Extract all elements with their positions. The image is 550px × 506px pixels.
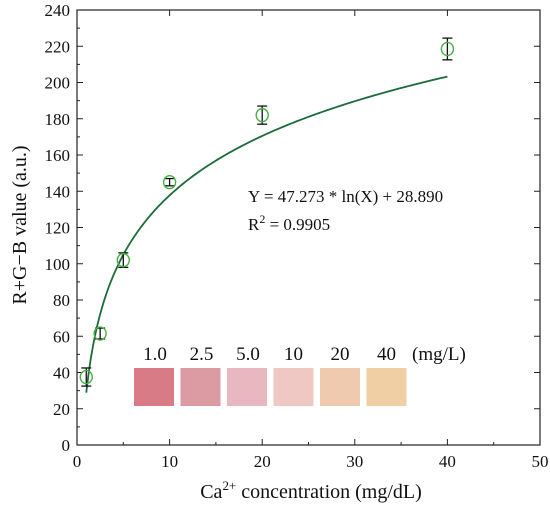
y-tick-label: 120 <box>45 219 71 238</box>
x-tick-label: 20 <box>254 452 271 471</box>
x-axis-label: Ca2+ concentration (mg/dL) <box>200 478 422 503</box>
color-swatch <box>366 368 407 406</box>
swatch-label: 2.5 <box>190 344 214 365</box>
swatch-label: 1.0 <box>143 344 167 365</box>
color-swatches: 1.0 2.5 5.0 10 20 40 (mg/L) <box>134 344 466 406</box>
x-tick-label: 40 <box>439 452 456 471</box>
data-point <box>116 252 131 268</box>
y-tick-label: 240 <box>45 1 71 20</box>
data-point <box>162 174 177 190</box>
y-tick-label: 200 <box>45 74 71 93</box>
data-point <box>255 107 269 123</box>
x-tick-label: 30 <box>346 452 363 471</box>
x-tick-label: 0 <box>73 452 82 471</box>
fit-curve <box>85 75 448 393</box>
color-swatch <box>273 368 314 406</box>
x-tick-label: 50 <box>532 452 549 471</box>
swatch-label: 10 <box>284 344 303 365</box>
y-tick-label: 100 <box>45 255 71 274</box>
y-tick-label: 160 <box>45 146 71 165</box>
swatch-unit: (mg/L) <box>412 344 466 365</box>
fit-equation: Y = 47.273 * ln(X) + 28.890 <box>248 187 443 206</box>
y-tick-label: 0 <box>62 436 71 455</box>
y-axis-ticks: 0 20 40 60 80 100 120 140 160 180 200 220 240 <box>45 1 540 455</box>
swatch-label: 20 <box>331 344 350 365</box>
data-point <box>440 41 455 57</box>
swatch-label: 5.0 <box>236 344 260 365</box>
r-squared: R2 = 0.9905 <box>248 212 330 234</box>
y-tick-label: 180 <box>45 110 71 129</box>
x-tick-label: 10 <box>161 452 178 471</box>
data-points <box>79 37 455 387</box>
y-tick-label: 220 <box>45 37 71 56</box>
y-tick-label: 20 <box>53 400 70 419</box>
y-tick-label: 80 <box>53 291 70 310</box>
x-axis-ticks: 0 10 20 30 40 50 <box>73 10 549 471</box>
color-swatch <box>320 368 360 406</box>
y-axis-label: R+G−B value (a.u.) <box>9 145 31 304</box>
data-point <box>79 369 93 385</box>
y-tick-label: 60 <box>53 327 70 346</box>
y-tick-label: 140 <box>45 182 71 201</box>
fit-curve-group <box>85 75 448 393</box>
color-swatch <box>180 368 221 406</box>
color-swatch <box>134 368 174 406</box>
y-tick-label: 40 <box>53 364 70 383</box>
data-point <box>93 326 107 341</box>
swatch-label: 40 <box>377 344 396 365</box>
color-swatch <box>227 368 267 406</box>
